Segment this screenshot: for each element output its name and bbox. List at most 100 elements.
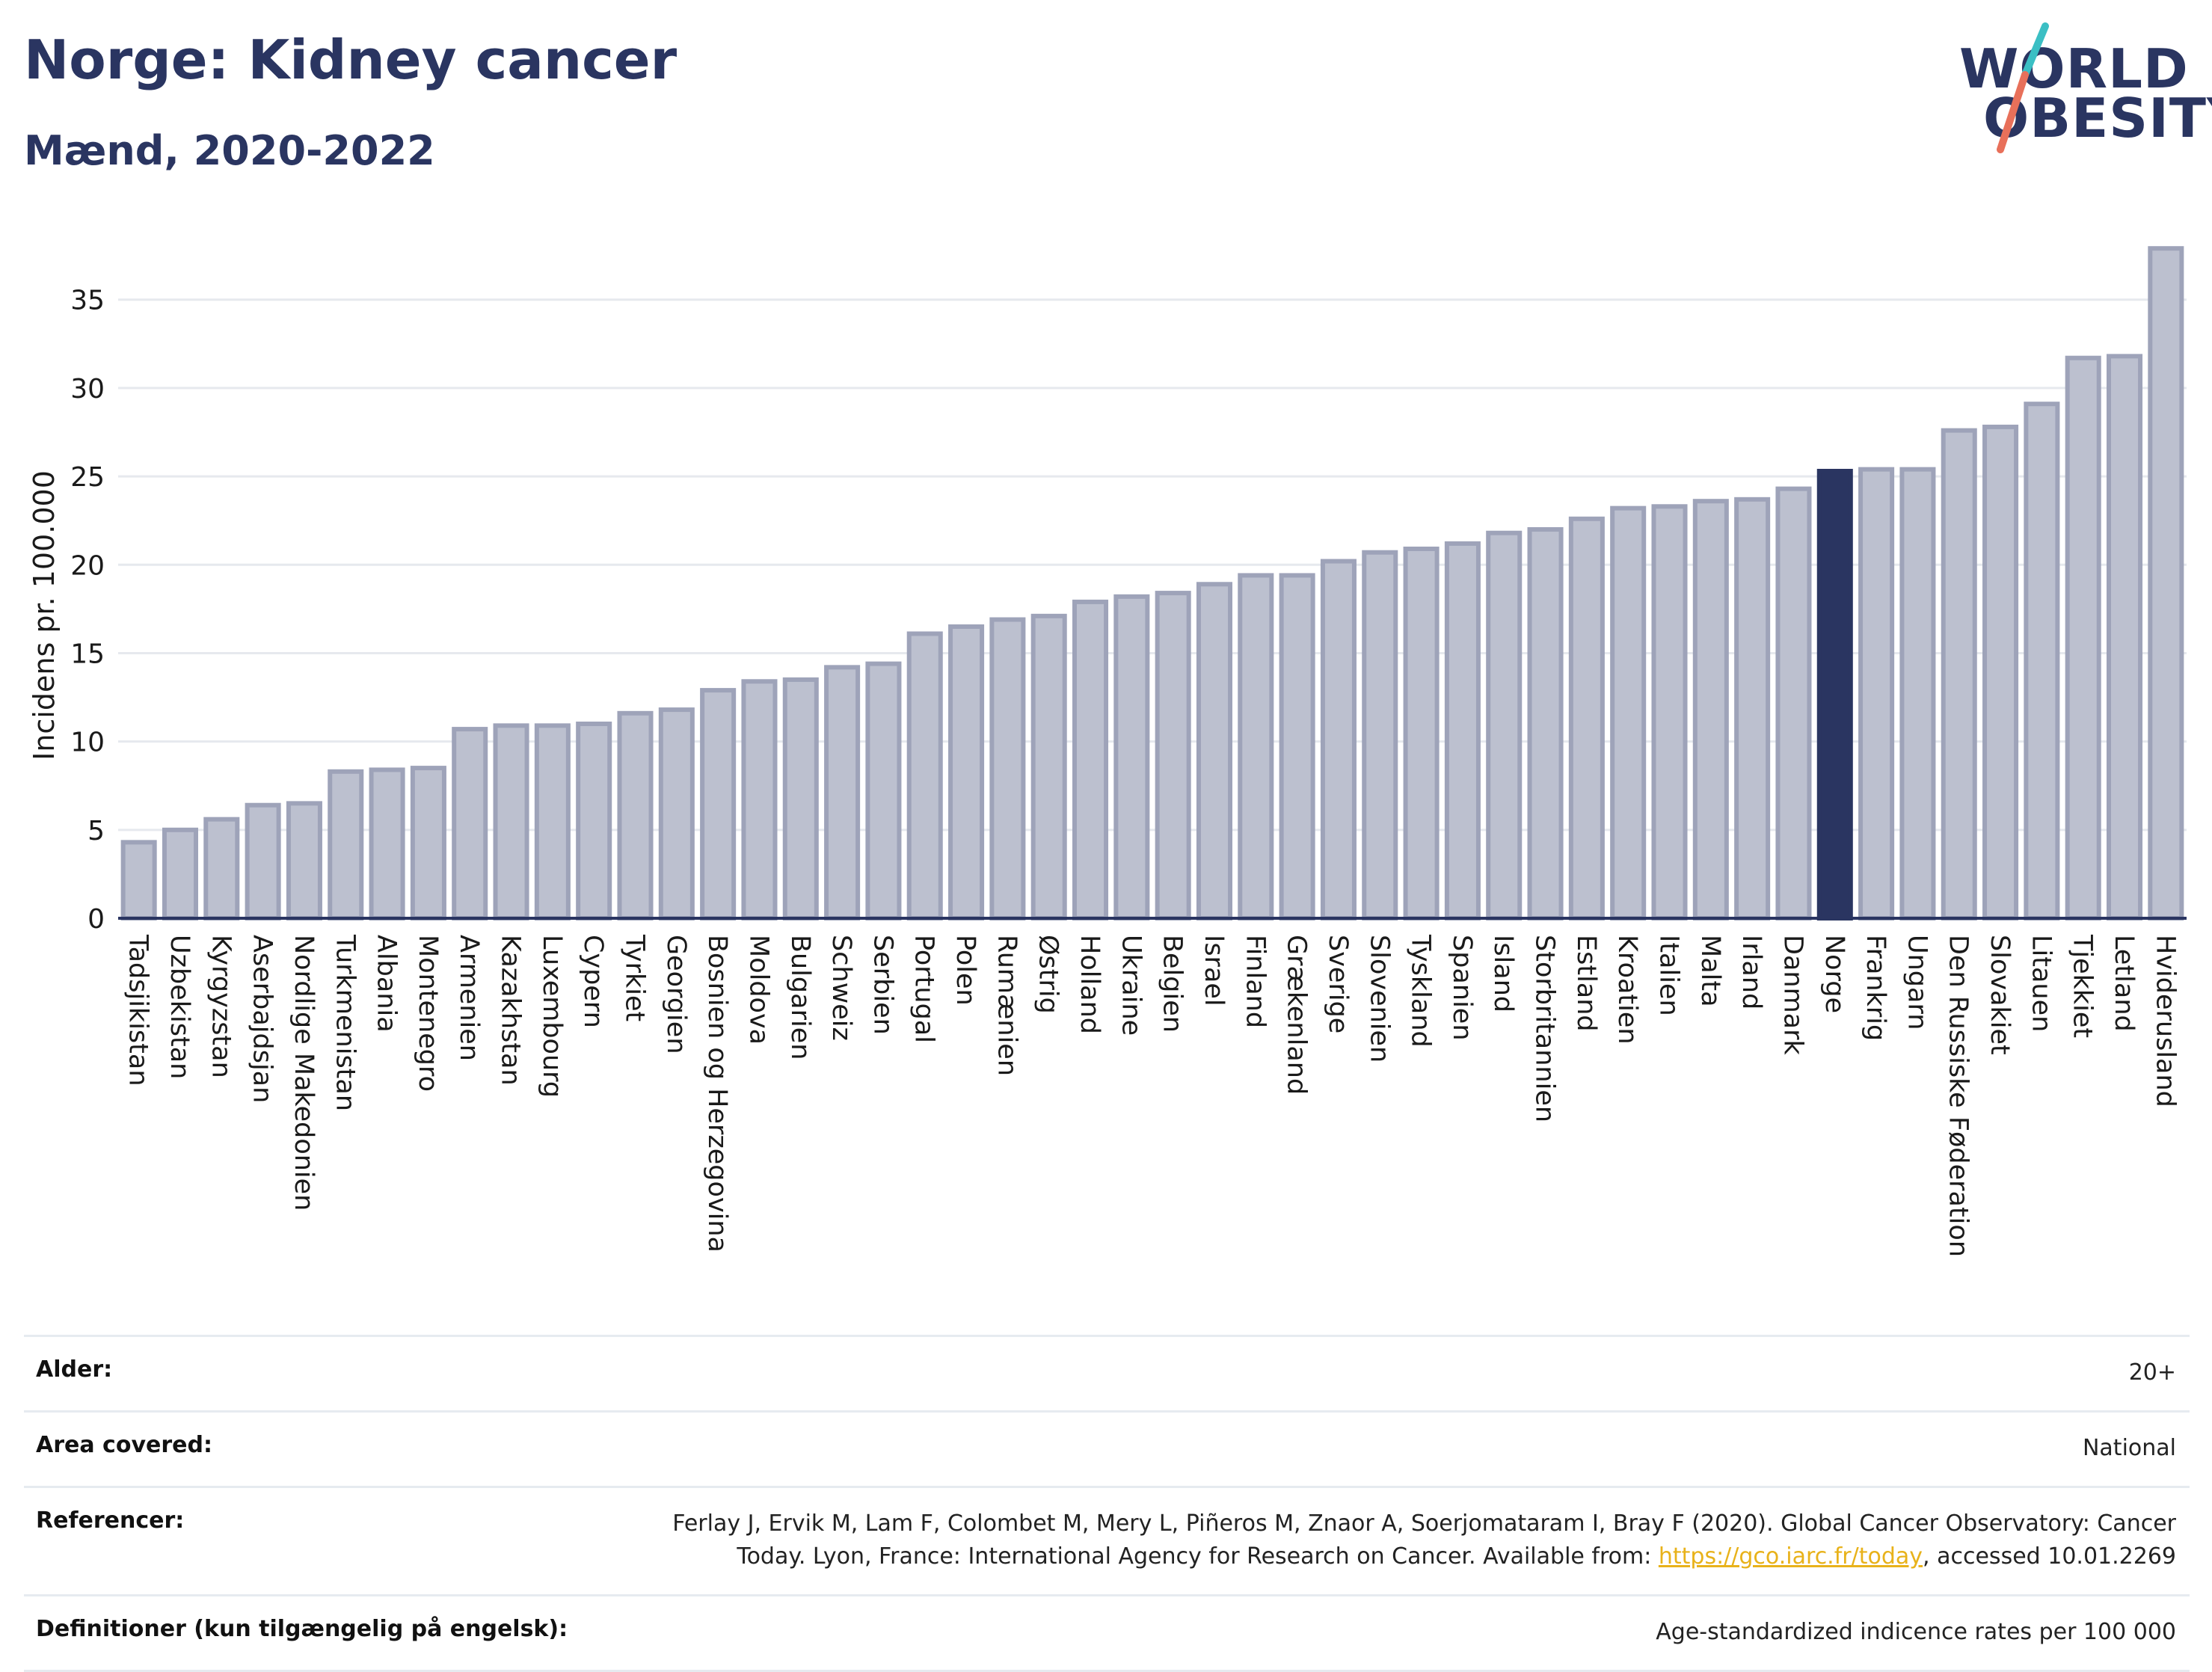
x-tick-label: Turkmenistan bbox=[330, 934, 360, 1111]
bar bbox=[1941, 428, 1977, 920]
bar bbox=[741, 679, 778, 920]
info-value-references: Ferlay J, Ervik M, Lam F, Colombet M, Me… bbox=[672, 1507, 2176, 1573]
reference-line2-pre: Today. Lyon, France: International Agenc… bbox=[737, 1543, 1659, 1570]
bar bbox=[700, 688, 737, 920]
bar bbox=[1030, 613, 1067, 920]
x-tick-label: Georgien bbox=[661, 935, 691, 1054]
info-value-definitions: Age-standardized indicence rates per 100… bbox=[1656, 1619, 2176, 1645]
x-tick-label: Schweiz bbox=[826, 935, 856, 1041]
x-tick-label: Nordlige Makedonien bbox=[289, 935, 319, 1211]
world-obesity-logo: WORLD OBESITY bbox=[1944, 22, 2212, 165]
x-tick-label: Kyrgyzstan bbox=[206, 935, 236, 1078]
bar bbox=[1568, 516, 1605, 920]
bar bbox=[203, 817, 240, 920]
bar bbox=[617, 710, 654, 920]
bar bbox=[369, 767, 405, 921]
bar bbox=[1320, 559, 1357, 921]
x-tick-label: Armenien bbox=[454, 935, 484, 1061]
reference-line1: Ferlay J, Ervik M, Lam F, Colombet M, Me… bbox=[672, 1510, 2176, 1537]
bar bbox=[1196, 582, 1233, 920]
x-tick-label: Italien bbox=[1654, 935, 1684, 1016]
bar bbox=[1899, 467, 1936, 920]
bar bbox=[576, 722, 612, 920]
x-tick-label: Østrig bbox=[1033, 935, 1063, 1014]
reference-link[interactable]: https://gco.iarc.fr/today bbox=[1658, 1543, 1923, 1570]
bar bbox=[948, 624, 985, 920]
bar bbox=[286, 801, 322, 921]
x-tick-label: Israel bbox=[1199, 935, 1229, 1006]
x-tick-label: Letland bbox=[2109, 935, 2139, 1032]
x-tick-label: Polen bbox=[950, 935, 980, 1006]
x-tick-label: Slovakiet bbox=[1985, 935, 2015, 1055]
x-tick-label: Sverige bbox=[1323, 935, 1353, 1033]
y-tick-label: 15 bbox=[70, 639, 105, 669]
x-tick-label: Tadsjikistan bbox=[123, 934, 153, 1087]
y-tick-label: 5 bbox=[87, 816, 105, 846]
info-label-area: Area covered: bbox=[36, 1432, 212, 1458]
bar bbox=[658, 707, 695, 920]
x-tick-label: Storbritannien bbox=[1530, 935, 1560, 1122]
bar bbox=[410, 766, 446, 921]
bar bbox=[162, 827, 199, 921]
info-table: Alder: 20+ Area covered: National Refere… bbox=[24, 1335, 2190, 1672]
y-tick-label: 25 bbox=[70, 462, 105, 493]
x-tick-label: Montenegro bbox=[413, 935, 443, 1092]
bar bbox=[2148, 246, 2184, 920]
x-tick-label: Finland bbox=[1240, 935, 1270, 1028]
x-tick-label: Tyskland bbox=[1406, 934, 1436, 1048]
x-tick-label: Malta bbox=[1695, 935, 1725, 1007]
x-tick-label: Estland bbox=[1571, 935, 1601, 1032]
x-tick-label: Kazakhstan bbox=[496, 935, 526, 1086]
bar bbox=[782, 677, 819, 921]
info-value-area: National bbox=[2082, 1435, 2176, 1461]
chart-subtitle: Mænd, 2020-2022 bbox=[24, 127, 435, 174]
bar bbox=[1238, 573, 1274, 920]
chart-title: Norge: Kidney cancer bbox=[24, 28, 678, 91]
x-tick-label: Norge bbox=[1819, 935, 1849, 1013]
info-value-age: 20+ bbox=[2128, 1359, 2176, 1386]
x-tick-label: Luxembourg bbox=[537, 935, 567, 1098]
x-tick-label: Uzbekistan bbox=[165, 935, 194, 1079]
bar bbox=[1651, 504, 1688, 920]
bar bbox=[1444, 541, 1481, 921]
info-row-area: Area covered: National bbox=[24, 1410, 2190, 1486]
bar bbox=[1155, 591, 1191, 920]
y-axis-label: Incidens pr. 100.000 bbox=[28, 470, 61, 760]
y-tick-label: 0 bbox=[87, 904, 105, 935]
x-tick-label: Den Russiske Føderation bbox=[1944, 935, 1973, 1257]
bar bbox=[1279, 573, 1315, 920]
bar bbox=[245, 802, 281, 921]
info-label-definitions: Definitioner (kun tilgængelig på engelsk… bbox=[36, 1616, 568, 1642]
info-label-age: Alder: bbox=[36, 1356, 113, 1383]
y-tick-label: 30 bbox=[70, 374, 105, 405]
x-tick-label: Bosnien og Herzegovina bbox=[702, 935, 732, 1253]
x-tick-label: Irland bbox=[1736, 935, 1766, 1009]
logo-slash-icon bbox=[1997, 22, 2049, 153]
x-tick-label: Cypern bbox=[578, 935, 608, 1028]
bar bbox=[1362, 550, 1398, 921]
info-row-references: Referencer: Ferlay J, Ervik M, Lam F, Co… bbox=[24, 1486, 2190, 1594]
bar bbox=[1858, 467, 1895, 920]
bar bbox=[120, 840, 157, 921]
info-row-definitions: Definitioner (kun tilgængelig på engelsk… bbox=[24, 1594, 2190, 1672]
x-tick-label: Litauen bbox=[2026, 935, 2056, 1032]
bar bbox=[865, 661, 902, 920]
y-tick-label: 35 bbox=[70, 286, 105, 316]
bar bbox=[2106, 354, 2143, 920]
x-tick-label: Belgien bbox=[1158, 935, 1188, 1033]
x-tick-label: Aserbajdsjan bbox=[248, 935, 277, 1103]
x-tick-label: Grækenland bbox=[1282, 935, 1312, 1095]
x-tick-label: Hviderusland bbox=[2150, 935, 2180, 1107]
x-tick-label: Moldova bbox=[743, 935, 773, 1045]
logo-line1: WORLD bbox=[1959, 37, 2189, 100]
reference-line2-post: , accessed 10.01.2269 bbox=[1923, 1543, 2176, 1570]
x-tick-label: Rumænien bbox=[992, 935, 1021, 1076]
x-tick-label: Portugal bbox=[909, 935, 939, 1043]
bar bbox=[1486, 530, 1523, 920]
x-tick-label: Slovenien bbox=[1364, 935, 1394, 1063]
x-tick-label: Bulgarien bbox=[785, 935, 815, 1060]
bar bbox=[2065, 355, 2101, 920]
x-tick-label: Tjekkiet bbox=[2068, 934, 2098, 1038]
info-row-age: Alder: 20+ bbox=[24, 1335, 2190, 1410]
bar bbox=[824, 665, 861, 920]
